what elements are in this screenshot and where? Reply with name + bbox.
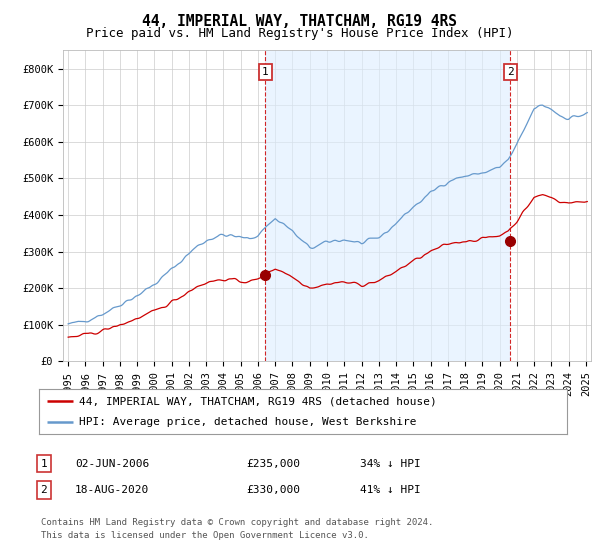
Text: HPI: Average price, detached house, West Berkshire: HPI: Average price, detached house, West…	[79, 417, 416, 427]
Text: 2: 2	[507, 67, 514, 77]
Text: 1: 1	[40, 459, 47, 469]
Text: 1: 1	[262, 67, 269, 77]
Text: 44, IMPERIAL WAY, THATCHAM, RG19 4RS (detached house): 44, IMPERIAL WAY, THATCHAM, RG19 4RS (de…	[79, 396, 436, 407]
Text: 02-JUN-2006: 02-JUN-2006	[75, 459, 149, 469]
Text: 44, IMPERIAL WAY, THATCHAM, RG19 4RS: 44, IMPERIAL WAY, THATCHAM, RG19 4RS	[143, 14, 458, 29]
Bar	[265, 50, 511, 361]
Text: 34% ↓ HPI: 34% ↓ HPI	[360, 459, 421, 469]
Text: £235,000: £235,000	[246, 459, 300, 469]
Text: Price paid vs. HM Land Registry's House Price Index (HPI): Price paid vs. HM Land Registry's House …	[86, 27, 514, 40]
Text: Contains HM Land Registry data © Crown copyright and database right 2024.
This d: Contains HM Land Registry data © Crown c…	[41, 519, 433, 540]
Text: 41% ↓ HPI: 41% ↓ HPI	[360, 485, 421, 495]
Text: £330,000: £330,000	[246, 485, 300, 495]
Text: 2: 2	[40, 485, 47, 495]
Text: 18-AUG-2020: 18-AUG-2020	[75, 485, 149, 495]
